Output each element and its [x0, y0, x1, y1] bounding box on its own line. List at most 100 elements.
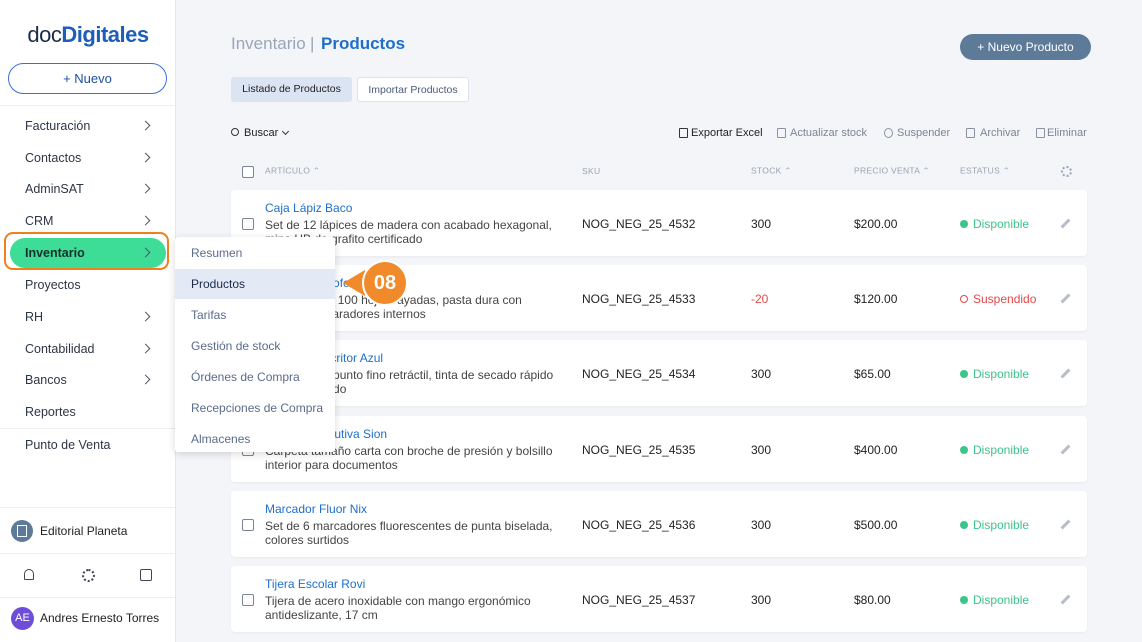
callout-pointer — [343, 270, 365, 296]
logout-icon[interactable] — [140, 569, 152, 581]
stock: 300 — [751, 593, 772, 607]
company-icon — [11, 520, 33, 542]
search[interactable]: Buscar — [244, 127, 279, 139]
menu-item[interactable]: Inventario — [25, 246, 85, 260]
menu-item[interactable]: Facturación — [25, 119, 91, 133]
price: $500.00 — [854, 517, 898, 532]
settings-icon[interactable] — [1061, 166, 1072, 177]
callout: 08 — [362, 260, 408, 306]
menu-item[interactable]: CRM — [25, 214, 54, 228]
checkbox[interactable] — [242, 218, 254, 230]
status: Disponible — [973, 442, 1030, 457]
checkbox[interactable] — [242, 594, 254, 606]
settings-icon[interactable] — [82, 569, 95, 582]
building — [17, 525, 27, 537]
status: Disponible — [973, 217, 1030, 231]
price: $200.00 — [854, 217, 898, 231]
toolbar-action[interactable]: Suspender — [897, 127, 951, 139]
status-dot — [960, 520, 968, 529]
chevron — [140, 152, 151, 163]
menu-item[interactable]: AdminSAT — [25, 182, 84, 196]
submenu-item[interactable]: Almacenes — [191, 432, 251, 446]
chevron — [140, 343, 151, 354]
menu-highlight-outline — [4, 232, 169, 270]
menu-item[interactable]: Proyectos — [25, 278, 81, 292]
row-card — [231, 190, 1087, 256]
menu-item[interactable]: Punto de Venta — [25, 438, 111, 452]
tab[interactable]: Listado de Productos — [231, 77, 352, 102]
stock: -20 — [751, 292, 769, 307]
product-description: Set de 6 marcadores fluorescentes de pun… — [265, 518, 553, 547]
product-name[interactable]: Marcador Fluor Nix — [265, 501, 368, 516]
status-dot — [960, 445, 968, 454]
menu-item[interactable]: Reportes — [25, 405, 76, 419]
price: $400.00 — [854, 442, 898, 457]
user-name: Andres Ernesto Torres — [40, 611, 160, 625]
bell-icon[interactable] — [24, 569, 34, 580]
column-header: STOCK ⌃ — [751, 165, 792, 176]
menu-item[interactable]: RH — [25, 310, 44, 324]
chevron — [140, 215, 151, 226]
new-button[interactable]: + Nuevo — [8, 63, 167, 94]
status: Disponible — [973, 367, 1030, 382]
tab[interactable]: Importar Productos — [357, 77, 469, 102]
section-title: Inventario — [231, 34, 306, 53]
chevron — [140, 120, 151, 131]
chevron — [140, 374, 151, 385]
logo-text: Digitales — [61, 22, 149, 47]
submenu-item[interactable]: Órdenes de Compra — [191, 370, 300, 384]
row-card — [231, 415, 1087, 482]
menu-item[interactable]: Contabilidad — [25, 342, 95, 356]
submenu-item[interactable]: Productos — [191, 277, 246, 291]
product-name[interactable]: Caja Lápiz Baco — [265, 201, 353, 215]
toolbar-action[interactable]: Eliminar — [1047, 127, 1087, 139]
new-product-button[interactable]: + Nuevo Producto — [960, 34, 1091, 60]
checkbox[interactable] — [242, 518, 254, 531]
status: Suspendido — [973, 292, 1037, 307]
stock: 300 — [751, 442, 772, 457]
dropdown-chevron — [281, 127, 290, 136]
divider — [0, 597, 175, 598]
status: Disponible — [973, 517, 1030, 532]
submenu-item[interactable]: Recepciones de Compra — [191, 401, 324, 415]
stock: 300 — [751, 367, 772, 382]
action-icon — [1036, 128, 1045, 138]
sku: NOG_NEG_25_4532 — [582, 217, 696, 231]
checkbox[interactable] — [242, 166, 254, 178]
menu-item[interactable]: Bancos — [25, 373, 67, 387]
submenu-item[interactable]: Tarifas — [191, 308, 227, 322]
chevron — [140, 183, 151, 194]
sku: NOG_NEG_25_4534 — [582, 367, 696, 382]
status-dot — [960, 596, 968, 604]
search-icon — [231, 128, 239, 136]
toolbar-action[interactable]: Actualizar stock — [790, 127, 868, 139]
logo-text: doc — [27, 22, 62, 47]
row-card — [231, 566, 1087, 632]
avatar: AE — [11, 607, 34, 630]
toolbar-action[interactable]: Archivar — [980, 127, 1021, 139]
stock: 300 — [751, 517, 772, 532]
divider — [0, 553, 175, 554]
submenu-item[interactable]: Resumen — [191, 246, 243, 260]
price: $80.00 — [854, 593, 891, 607]
divider — [0, 105, 175, 106]
action-icon — [966, 128, 975, 138]
price: $65.00 — [854, 367, 891, 382]
product-name[interactable]: Tijera Escolar Rovi — [265, 577, 366, 591]
logo: docDigitales — [0, 22, 176, 48]
action-icon — [777, 128, 786, 138]
sku: NOG_NEG_25_4535 — [582, 442, 696, 457]
status-dot — [960, 370, 968, 379]
menu-item[interactable]: Contactos — [25, 151, 82, 165]
stock: 300 — [751, 217, 772, 231]
sku: NOG_NEG_25_4536 — [582, 517, 696, 532]
submenu-highlight — [175, 269, 335, 299]
menu-highlight — [10, 238, 166, 268]
divider — [0, 507, 175, 508]
row-card — [231, 490, 1087, 557]
status-dot — [960, 295, 968, 304]
submenu-item[interactable]: Gestión de stock — [191, 339, 281, 353]
toolbar-action[interactable]: Exportar Excel — [691, 127, 763, 139]
action-icon — [679, 128, 688, 138]
